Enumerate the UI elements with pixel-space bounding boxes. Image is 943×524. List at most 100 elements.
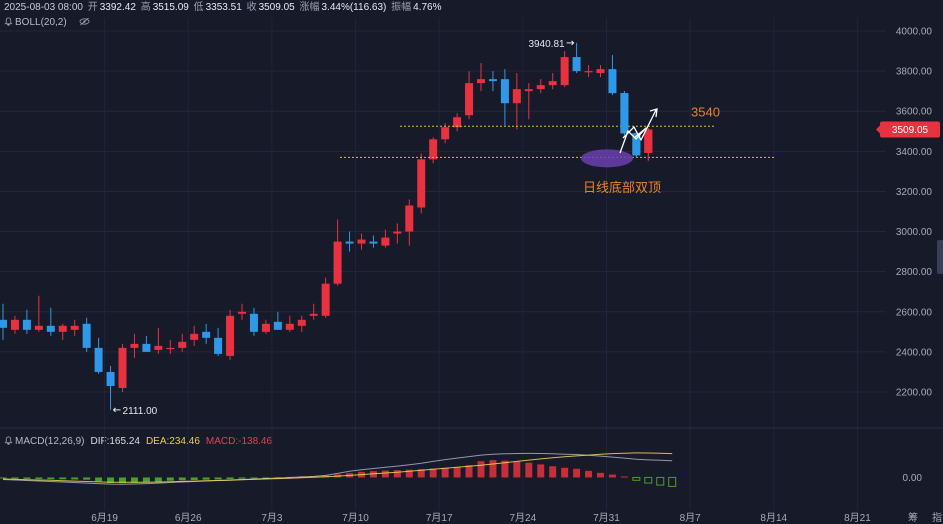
- price-tick-label: 2600.00: [896, 307, 933, 318]
- info-change-label: 涨幅: [299, 2, 320, 13]
- macd-dif-line: [2, 452, 673, 485]
- candle-body: [381, 237, 390, 246]
- macd-value: MACD:-138.46: [205, 436, 273, 447]
- annotation-layer: 3940.81 2111.00 3540 日线底部双顶 3509.05: [112, 39, 940, 417]
- candle-body: [202, 331, 211, 338]
- candle-body: [488, 79, 497, 82]
- macd-histogram-bar: [369, 471, 377, 478]
- candle-body: [572, 57, 581, 72]
- candle-body: [477, 79, 485, 84]
- price-tick-label: 3600.00: [896, 107, 933, 118]
- info-close-value: 3509.05: [258, 2, 295, 13]
- macd-dea-line: [2, 452, 673, 483]
- candle-body: [10, 319, 19, 330]
- macd-histogram-bar: [202, 477, 210, 480]
- macd-histogram-bar: [537, 464, 545, 478]
- macd-histogram-bar: [393, 470, 401, 478]
- date-tick-label: 7月3: [261, 512, 283, 524]
- candle-body: [178, 341, 187, 348]
- candle-body: [46, 325, 55, 332]
- candle-body: [321, 283, 330, 316]
- date-tick-label: 8月21: [844, 512, 871, 524]
- macd-histogram-bar: [11, 477, 19, 479]
- candle-body: [226, 315, 235, 356]
- double-bottom-ellipse: [581, 149, 633, 168]
- candle-body: [369, 241, 378, 244]
- bell-icon[interactable]: [4, 436, 13, 445]
- candle-body: [249, 313, 258, 332]
- macd-dea-value: DEA:234.46: [145, 436, 200, 447]
- boll-label: BOLL(20,2): [15, 17, 67, 28]
- macd-histogram-bar: [214, 477, 222, 480]
- candle-body: [214, 337, 223, 354]
- candle-body: [190, 333, 199, 340]
- date-tick-label: 8月14: [760, 512, 787, 524]
- macd-histogram-bar: [142, 477, 150, 483]
- candle-body: [632, 133, 641, 156]
- bell-icon[interactable]: [4, 17, 13, 26]
- candle-body: [94, 347, 103, 372]
- info-high-label: 高: [140, 2, 151, 13]
- right-edge-label: 指: [932, 511, 942, 524]
- info-open-label: 开: [87, 2, 98, 13]
- candle-body: [500, 79, 509, 104]
- price-tick-label: 2400.00: [896, 347, 933, 358]
- candle-body: [584, 71, 593, 73]
- boll-indicator-row[interactable]: BOLL(20,2): [4, 16, 90, 30]
- macd-histogram-bar: [59, 477, 67, 480]
- macd-histogram-bar: [83, 477, 91, 480]
- info-close-label: 收: [246, 2, 257, 13]
- macd-panel: [0, 452, 677, 487]
- date-tick-label: 6月19: [91, 512, 118, 524]
- candle-body: [417, 159, 426, 208]
- eye-off-icon[interactable]: [79, 17, 90, 26]
- pattern-label: 日线底部双顶: [583, 180, 661, 195]
- macd-histogram-bar: [154, 477, 162, 482]
- price-panel: [0, 42, 653, 410]
- date-tick-label: 6月26: [175, 512, 202, 524]
- macd-histogram-bar: [549, 466, 557, 478]
- candle-body: [644, 129, 653, 153]
- macd-histogram-bar: [597, 472, 604, 478]
- macd-histogram-bar: [585, 470, 593, 478]
- scroll-handle: [937, 240, 943, 274]
- candle-body: [393, 231, 402, 234]
- low-marker-label: 2111.00: [123, 406, 158, 417]
- macd-histogram-bar: [668, 476, 677, 487]
- candle-body: [166, 347, 175, 350]
- grid-layer: [0, 18, 943, 510]
- macd-indicator-row[interactable]: MACD(12,26,9) DIF:165.24 DEA:234.46 MACD:-1…: [4, 435, 272, 448]
- right-edge-label: 筹: [908, 511, 918, 524]
- macd-histogram-bar: [525, 462, 533, 478]
- macd-histogram-bar: [453, 467, 461, 478]
- candle-body: [548, 81, 557, 86]
- macd-histogram-bar: [573, 468, 581, 478]
- macd-histogram-bar: [632, 476, 641, 481]
- ohlc-info-bar: 2025-08-03 08:00 开 3392.42 高 3515.09 低 3353…: [4, 1, 444, 15]
- macd-histogram-bar: [405, 469, 413, 478]
- macd-histogram-bar: [190, 477, 198, 480]
- macd-histogram-bar: [95, 477, 103, 482]
- candle-body: [357, 239, 366, 244]
- info-low-label: 低: [193, 2, 204, 13]
- info-amp-value: 4.76%: [413, 2, 442, 13]
- high-marker-label: 3940.81: [528, 39, 565, 50]
- macd-histogram-bar: [513, 461, 521, 478]
- macd-histogram-bar: [465, 465, 473, 478]
- candle-body: [70, 325, 79, 330]
- macd-label: MACD(12,26,9): [15, 436, 85, 447]
- macd-histogram-bar: [47, 477, 55, 480]
- macd-histogram-bar: [71, 477, 79, 480]
- macd-histogram-bar: [501, 460, 509, 478]
- macd-histogram-bar: [130, 477, 138, 483]
- macd-histogram-bar: [119, 477, 126, 484]
- projection-path-2: [622, 109, 657, 141]
- info-high-value: 3515.09: [152, 2, 189, 13]
- macd-histogram-bar: [178, 477, 186, 481]
- macd-histogram-bar: [226, 477, 234, 480]
- candle-body: [285, 323, 294, 330]
- macd-histogram-bar: [477, 461, 485, 478]
- macd-histogram-bar: [0, 477, 7, 479]
- candle-body: [465, 83, 474, 116]
